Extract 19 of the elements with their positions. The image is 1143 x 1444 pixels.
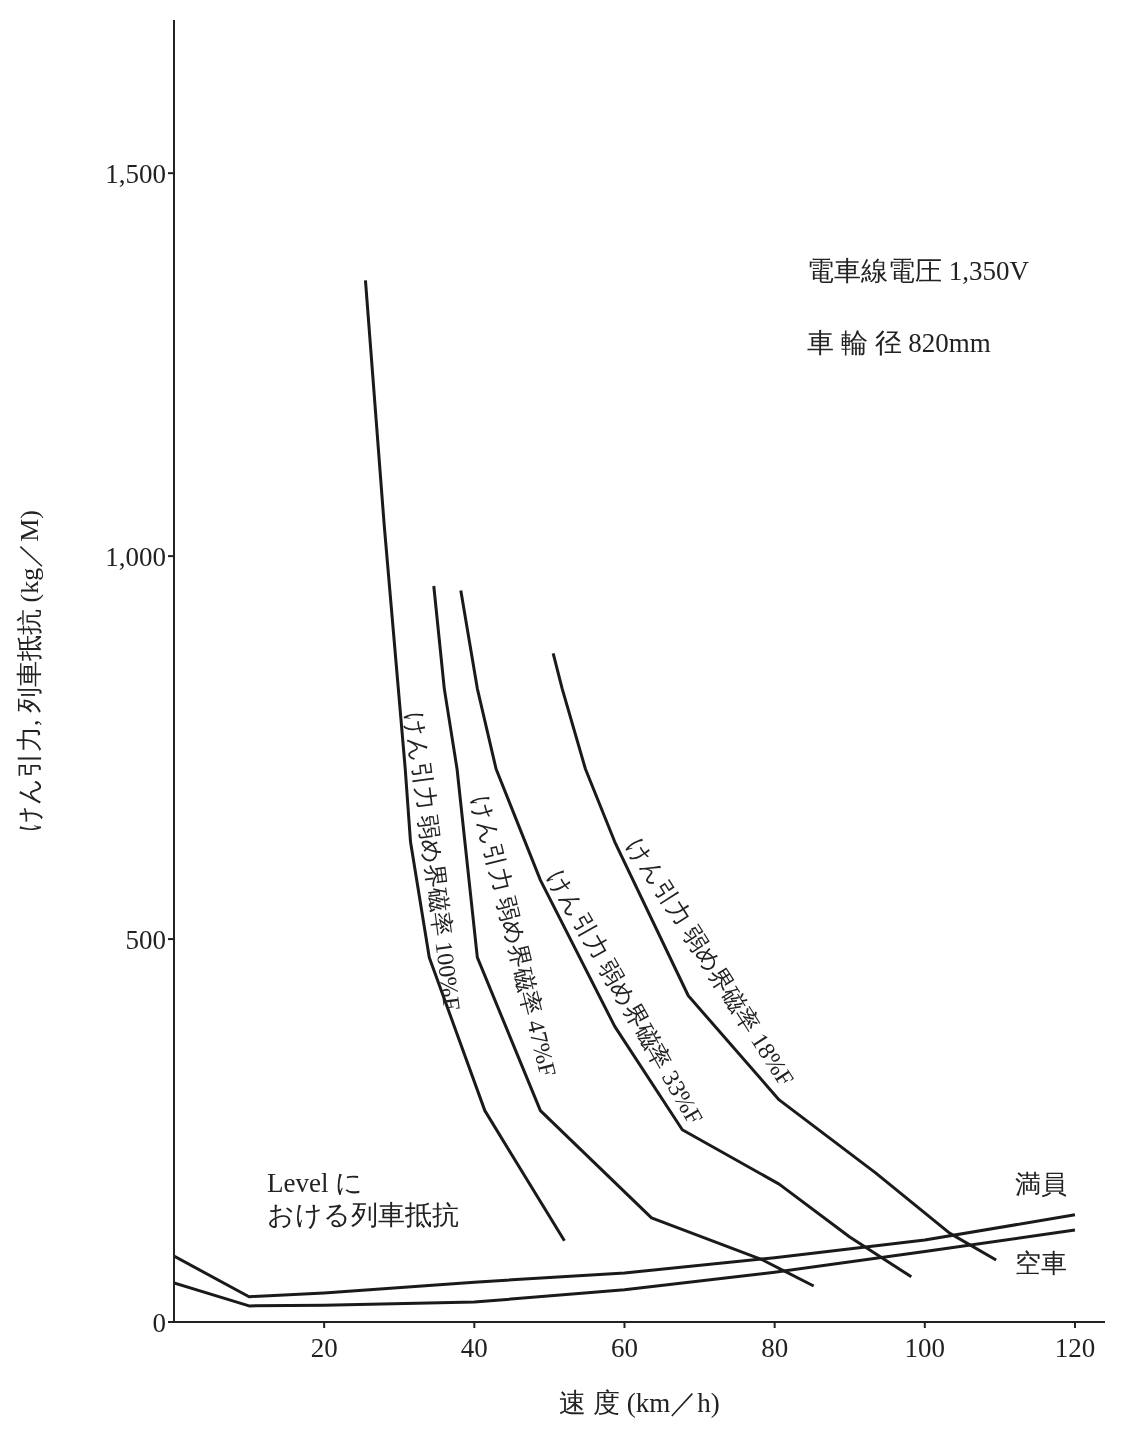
series-label: 満員 <box>1014 1169 1067 1199</box>
x-tick-label: 120 <box>1054 1333 1096 1364</box>
annotation: Level に <box>267 1167 364 1198</box>
x-tick-label: 60 <box>610 1333 638 1364</box>
x-tick-label: 80 <box>761 1333 789 1364</box>
annotation: 電車線電圧 1,350V <box>807 256 1030 287</box>
y-tick-label: 0 <box>152 1307 166 1338</box>
x-axis-title: 速 度 (km／h) <box>559 1388 720 1418</box>
y-tick-label: 1,000 <box>105 541 166 572</box>
annotation: 車 輪 径 820mm <box>807 328 991 359</box>
series-label: 空車 <box>1014 1249 1067 1279</box>
annotation: おける列車抵抗 <box>267 1200 460 1231</box>
x-tick-label: 20 <box>310 1333 338 1364</box>
x-tick-label: 100 <box>904 1333 946 1364</box>
y-axis-title: けん引力, 列車抵抗 (kg／M) <box>15 510 44 832</box>
text: けん引力 弱め界磁率 100%F <box>401 710 466 1012</box>
y-tick-label: 500 <box>125 924 166 955</box>
x-tick-label: 40 <box>460 1333 488 1364</box>
y-tick-label: 1,500 <box>105 158 166 189</box>
